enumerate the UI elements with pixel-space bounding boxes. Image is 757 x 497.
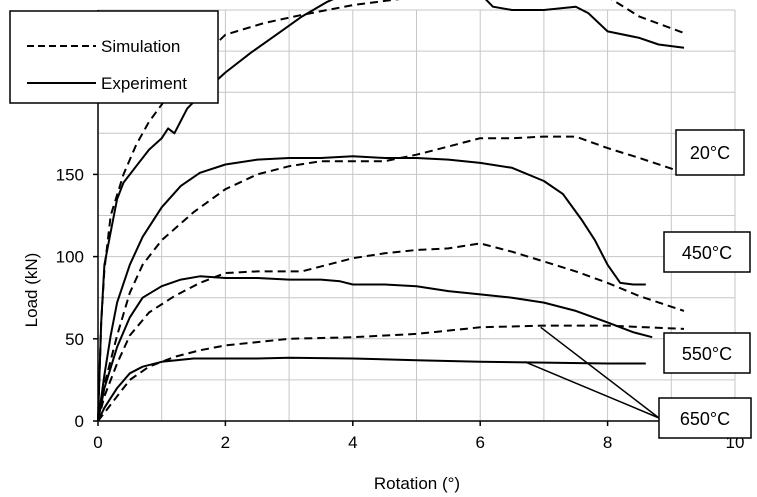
label-450c: 450°C	[663, 231, 751, 273]
x-tick-label: 2	[221, 433, 230, 452]
y-axis-label: Load (kN)	[22, 253, 41, 328]
leader-line-650c-experiment	[524, 361, 660, 419]
x-tick-label: 4	[348, 433, 357, 452]
series-650c-simulation-line	[97, 324, 685, 422]
series-20c-simulation-line	[97, 0, 685, 422]
series-20c-experiment-line	[97, 0, 685, 422]
leader-line-650c-simulation	[540, 326, 660, 419]
label-550c-box	[663, 332, 751, 374]
legend: Simulation Experiment	[9, 10, 219, 104]
label-450c-box	[663, 231, 751, 273]
label-20c-text: 20°C	[690, 143, 730, 163]
label-450c-text: 450°C	[682, 243, 732, 263]
series-550c-experiment-line	[97, 275, 653, 422]
label-550c-text: 550°C	[682, 344, 732, 364]
label-650c: 650°C	[658, 397, 752, 439]
gridlines	[98, 9, 736, 421]
y-tick-label: 100	[56, 248, 84, 267]
legend-experiment-label: Experiment	[101, 74, 187, 93]
series-550c-simulation-line	[97, 242, 685, 422]
y-tick-label: 150	[56, 165, 84, 184]
label-20c: 20°C	[675, 129, 745, 176]
leader-lines	[524, 326, 660, 419]
label-550c: 550°C	[663, 332, 751, 374]
x-axis-label: Rotation (°)	[374, 474, 460, 493]
series-450c-experiment-line	[97, 155, 646, 422]
label-20c-box	[675, 129, 745, 176]
x-tick-label: 0	[93, 433, 102, 452]
label-650c-box	[658, 397, 752, 439]
x-tick-label: 6	[475, 433, 484, 452]
label-650c-text: 650°C	[680, 409, 730, 429]
tick-labels: 0246810050100150200	[56, 83, 745, 452]
legend-box	[9, 10, 219, 104]
series-450c-simulation-line	[97, 135, 685, 422]
series-group	[97, 0, 685, 422]
y-tick-label: 50	[65, 330, 84, 349]
y-tick-label: 0	[75, 412, 84, 431]
legend-simulation-label: Simulation	[101, 37, 180, 56]
x-tick-label: 8	[603, 433, 612, 452]
series-650c-experiment-line	[97, 356, 646, 422]
